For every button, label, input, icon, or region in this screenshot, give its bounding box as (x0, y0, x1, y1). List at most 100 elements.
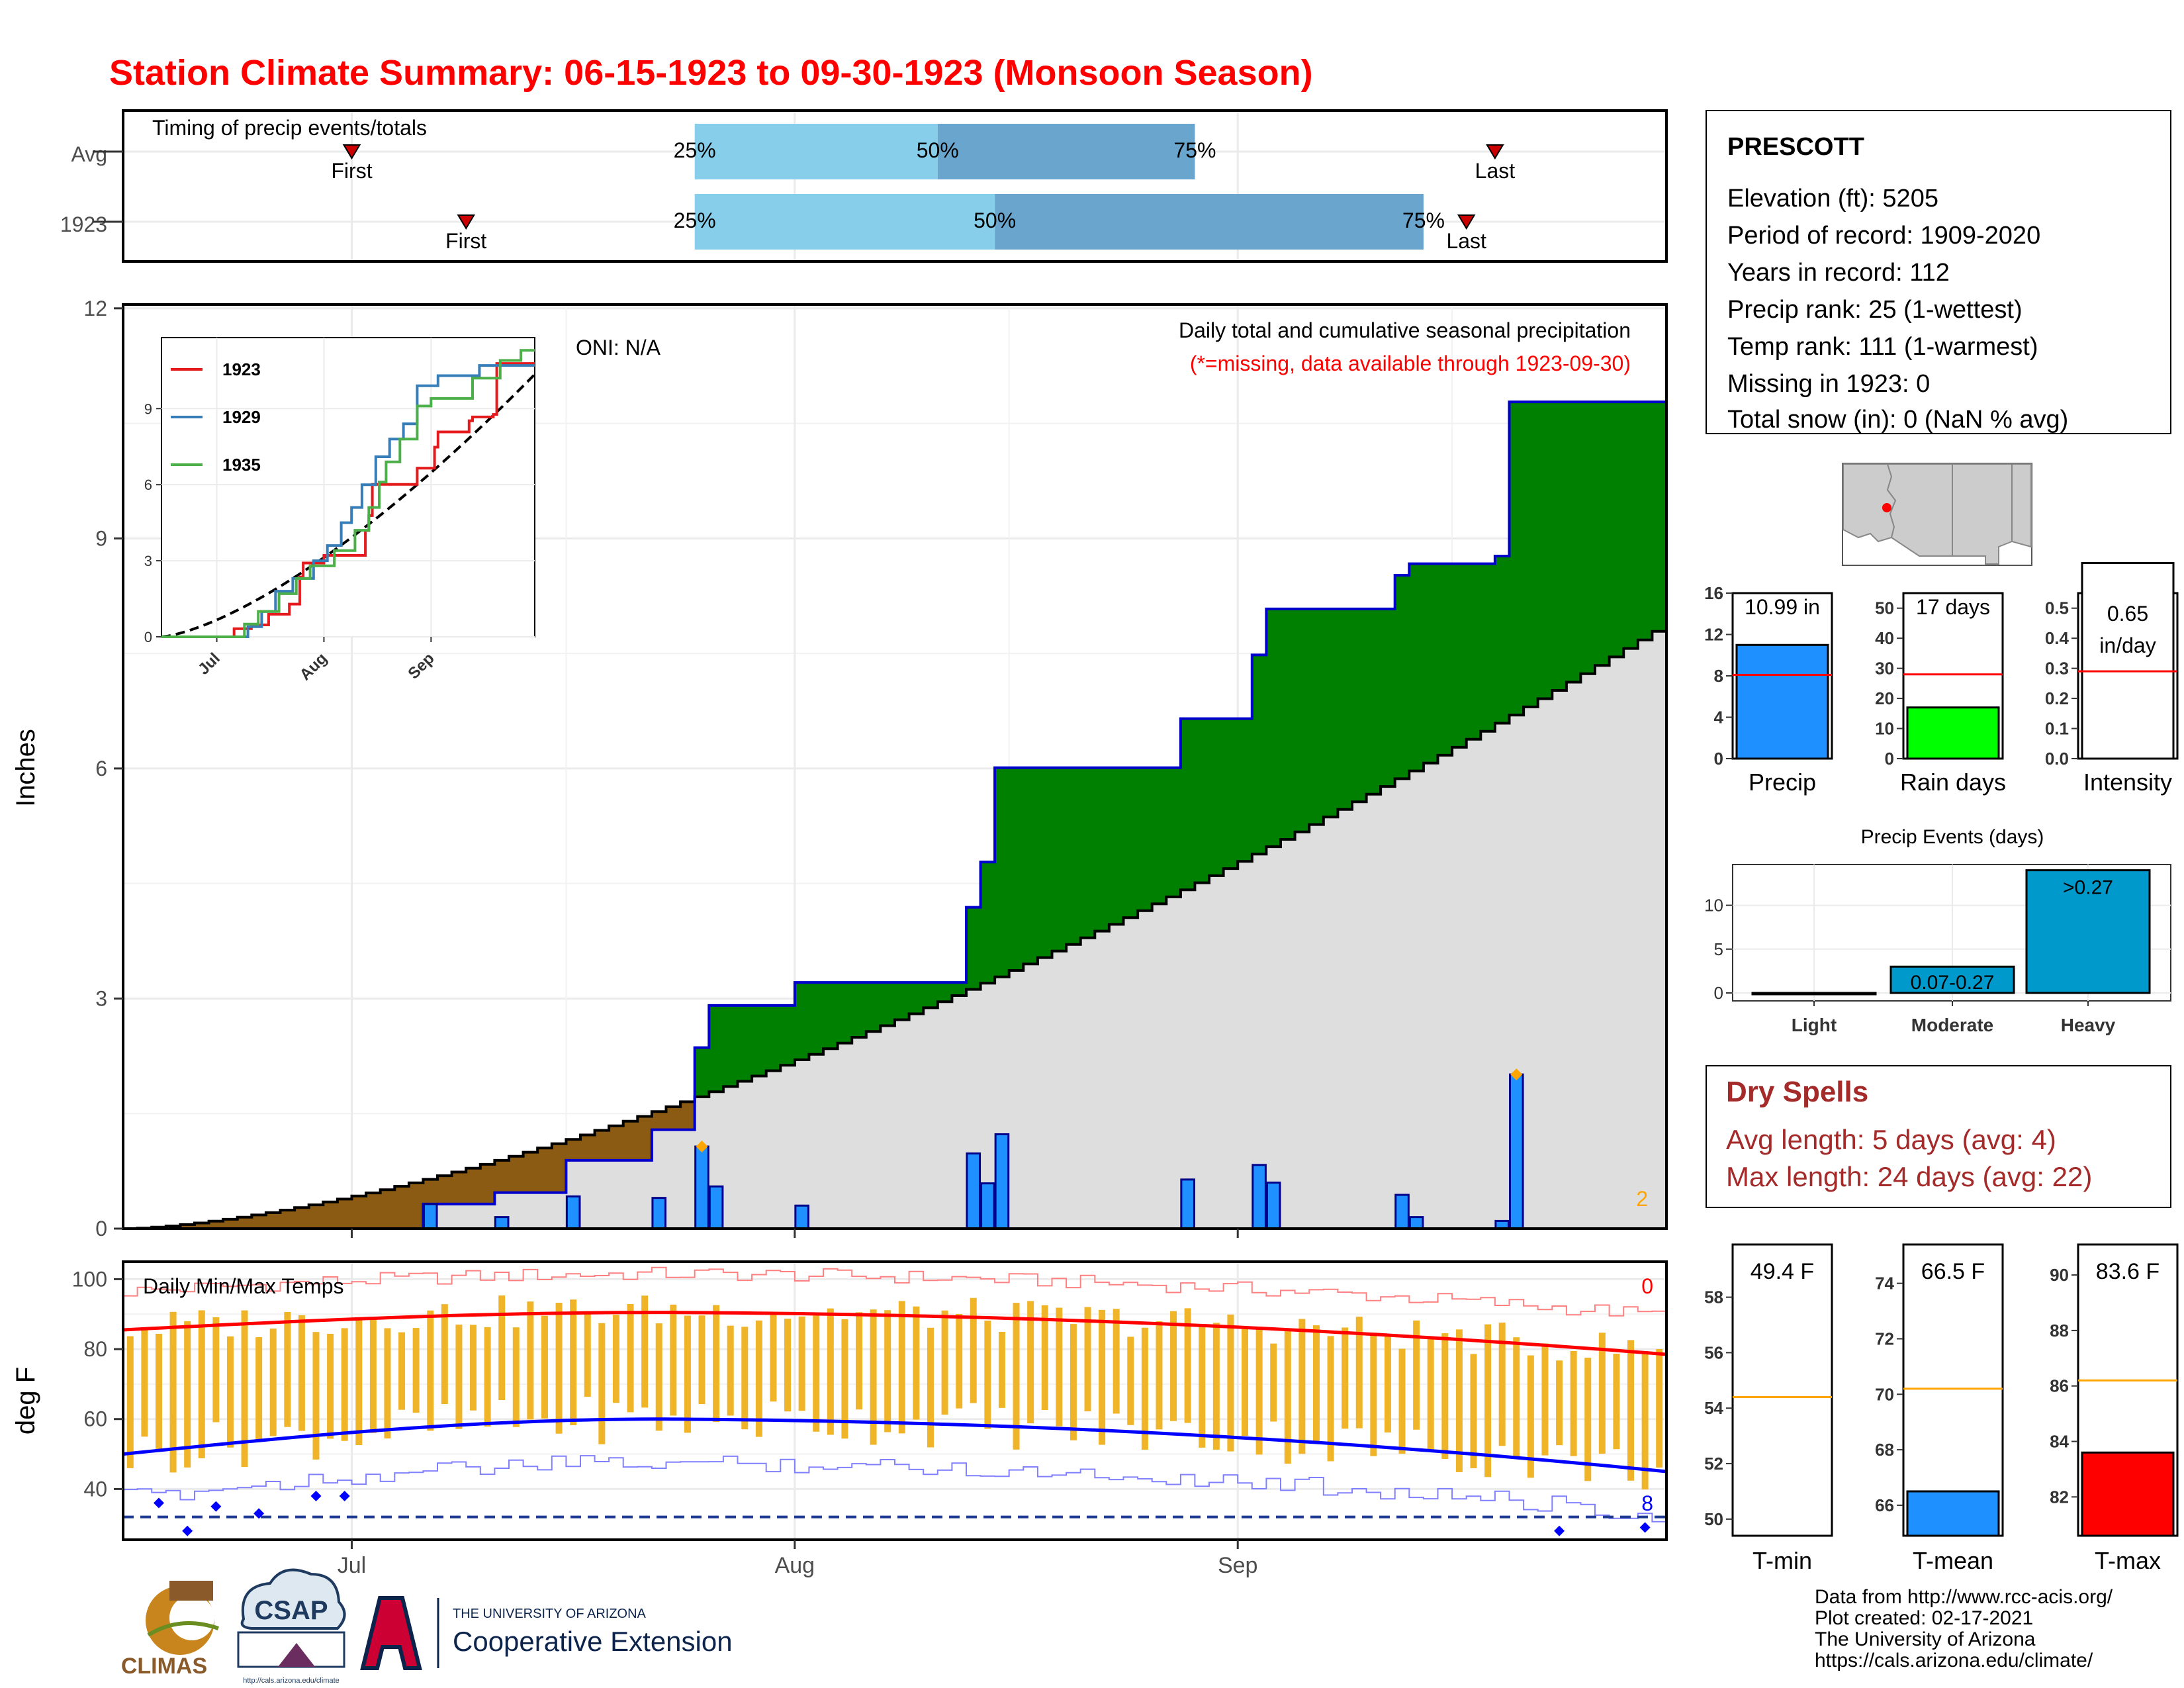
events-bar-value-label: 0.07-0.27 (1911, 972, 1995, 994)
precip-daily-bar (708, 1185, 724, 1230)
precip-deficit-segment (651, 1111, 667, 1130)
precip-surplus-segment (1494, 555, 1510, 724)
station-location-dot (1882, 503, 1891, 512)
mini-chart-frame (1731, 1243, 1833, 1537)
precip-surplus-segment (1381, 608, 1396, 787)
precip-surplus-segment (1095, 767, 1110, 931)
daily-temp-range-bar (998, 1331, 1005, 1408)
precip-frame (122, 303, 1668, 1230)
mini-chart-tick-label: 88 (2050, 1321, 2069, 1340)
precip-surplus-segment (1537, 402, 1553, 699)
daily-temp-range-bar (1084, 1307, 1091, 1412)
precip-daily-bar (794, 1204, 809, 1230)
precip-daily-bar (994, 1133, 1010, 1230)
precip-deficit-segment (194, 1223, 210, 1229)
daily-temp-range-bar (598, 1323, 606, 1444)
timing-first-label: First (445, 229, 486, 253)
precip-surplus-segment (909, 982, 924, 1014)
daily-temp-range-bar (1227, 1314, 1234, 1452)
precip-surplus-segment (1223, 718, 1238, 869)
timing-last-marker (1457, 214, 1476, 230)
daily-temp-range-bar (312, 1332, 320, 1460)
events-bar-heavy (2025, 869, 2151, 994)
summary-bar-precip: 0 4 8 12 16 Precip 10.99 in (1704, 583, 1833, 796)
precip-deficit-segment (295, 1207, 310, 1229)
precip-surplus-segment (937, 982, 952, 1002)
precip-surplus-segment (837, 982, 852, 1043)
daily-temp-range-bar (1556, 1360, 1563, 1446)
precip-surplus-segment (1281, 608, 1296, 840)
temps-y-tick-label: 40 (83, 1477, 107, 1501)
daily-temp-range-bar (755, 1320, 762, 1437)
mini-chart-tick-label: 52 (1704, 1454, 1723, 1474)
precip-record-marker (696, 1141, 708, 1153)
daily-temp-range-bar (827, 1308, 834, 1435)
events-y-tick-label: 10 (1704, 896, 1723, 915)
temps-y-axis: 40 60 80 100 (72, 1267, 123, 1501)
mini-chart-value-bar (1906, 1490, 2000, 1537)
temps-x-tick-label: Aug (775, 1553, 815, 1578)
station-period: Period of record: 1909-2020 (1727, 222, 2040, 250)
precip-surplus-segment (1452, 563, 1467, 747)
daily-temp-range-bar (1355, 1317, 1363, 1429)
daily-temp-range-bar (684, 1315, 691, 1433)
daily-temp-range-bar (1427, 1338, 1434, 1450)
daily-temp-range-bar (1298, 1319, 1306, 1454)
inset-y-tick-label: 9 (144, 400, 152, 417)
daily-temp-range-bar (984, 1320, 991, 1429)
csap-mountain-icon (278, 1643, 315, 1667)
events-x-tick-label: Moderate (1911, 1015, 1993, 1035)
daily-temp-range-bar (1170, 1311, 1177, 1421)
precip-surplus-segment (1366, 608, 1381, 794)
precip-daily-bar (694, 1145, 709, 1230)
dry-spells-title: Dry Spells (1726, 1076, 1868, 1108)
dry-spells-max: Max length: 24 days (avg: 22) (1726, 1161, 2092, 1192)
daily-temp-range-bar (1242, 1329, 1249, 1436)
daily-temp-range-bar (813, 1315, 820, 1432)
precip-daily-bar (1394, 1194, 1410, 1230)
mini-chart-tick-label: 0.1 (2045, 719, 2069, 739)
daily-temp-range-bar (727, 1325, 734, 1416)
record-low-marker (310, 1490, 322, 1501)
climas-logo-text: CLIMAS (121, 1654, 207, 1679)
climas-logo-inner (169, 1595, 214, 1640)
precip-surplus-segment (1637, 402, 1653, 640)
precip-daily-bars (422, 1068, 1524, 1230)
daily-temp-range-bar (841, 1319, 848, 1439)
precip-deficit-segment (494, 1160, 510, 1193)
daily-temp-range-bar (212, 1317, 220, 1423)
precip-note: (*=missing, data available through 1923-… (1190, 352, 1631, 375)
mini-chart-tick-label: 16 (1704, 583, 1723, 603)
record-min-line (123, 1455, 1666, 1523)
footer-credits: Data from http://www.rcc-acis.org/ Plot … (1815, 1586, 2113, 1671)
ua-a-icon (360, 1596, 422, 1670)
daily-temp-range-bar (1455, 1329, 1463, 1472)
timing-q50-label: 50% (974, 209, 1016, 232)
daily-temp-range-bar (956, 1313, 963, 1409)
precip-surplus-segment (1524, 402, 1539, 707)
daily-temp-range-bar (298, 1315, 305, 1431)
events-bar-moderate (1889, 965, 2015, 994)
daily-temp-range-bar (169, 1311, 177, 1473)
precip-deficit-segment (594, 1130, 610, 1160)
locator-map (1842, 463, 2032, 566)
events-chart: Precip Events (days) 0 5 10 Light 0.07-0.27 M… (1704, 826, 2171, 1035)
timing-q50-label: 50% (917, 138, 959, 162)
precip-surplus-segment (1509, 402, 1524, 716)
mini-chart-frame (1902, 1243, 2004, 1537)
footer-line-data: Data from http://www.rcc-acis.org/ (1815, 1586, 2113, 1608)
precip-surplus-segment (1180, 718, 1196, 890)
daily-temp-range-bar (155, 1333, 162, 1450)
temps-x-tick-label: Jul (338, 1553, 366, 1578)
timing-q25-q50-bar (694, 194, 995, 250)
daily-temp-range-bar (255, 1337, 263, 1442)
station-temp-rank: Temp rank: 111 (1-warmest) (1727, 333, 2038, 361)
precip-surplus-segment (880, 982, 895, 1026)
inset-y-tick-label: 0 (144, 629, 152, 645)
precip-deficit-segment (537, 1148, 553, 1193)
precip-surplus-segment (1052, 767, 1067, 951)
daily-temp-range-bar (341, 1328, 348, 1441)
timing-q50-q75-bar (995, 194, 1424, 250)
